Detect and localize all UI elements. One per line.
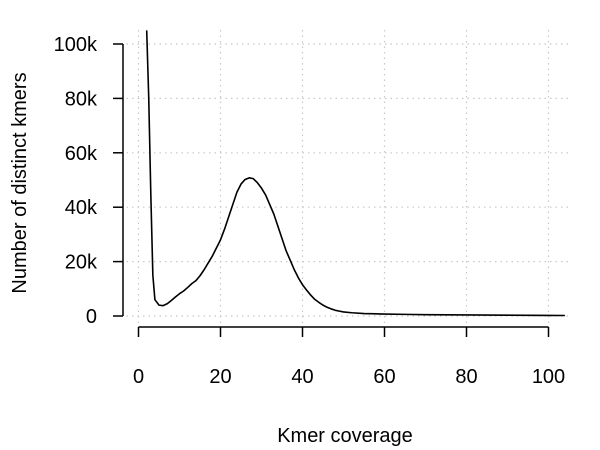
series-group [145, 30, 565, 317]
x-tick-label: 80 [455, 366, 477, 388]
x-tick-label: 60 [373, 366, 395, 388]
y-tick-label: 100k [54, 34, 98, 56]
x-tick-label: 40 [291, 366, 313, 388]
grid [121, 30, 571, 328]
x-tick-label: 0 [133, 366, 144, 388]
series-line-0 [145, 30, 565, 317]
x-tick-label: 20 [209, 366, 231, 388]
tick-labels: 0 20 40 60 80 100 0 20k 40k 60k 80k 100k [54, 34, 566, 388]
x-axis-title: Kmer coverage [277, 425, 413, 447]
y-tick-label: 20k [65, 252, 98, 274]
y-tick-label: 40k [65, 197, 98, 219]
x-tick-label: 100 [532, 366, 565, 388]
y-tick-label: 60k [65, 143, 98, 165]
y-tick-label: 80k [65, 88, 98, 110]
y-axis-title: Number of distinct kmers [9, 72, 31, 293]
axes [113, 43, 550, 337]
y-tick-label: 0 [86, 306, 97, 328]
